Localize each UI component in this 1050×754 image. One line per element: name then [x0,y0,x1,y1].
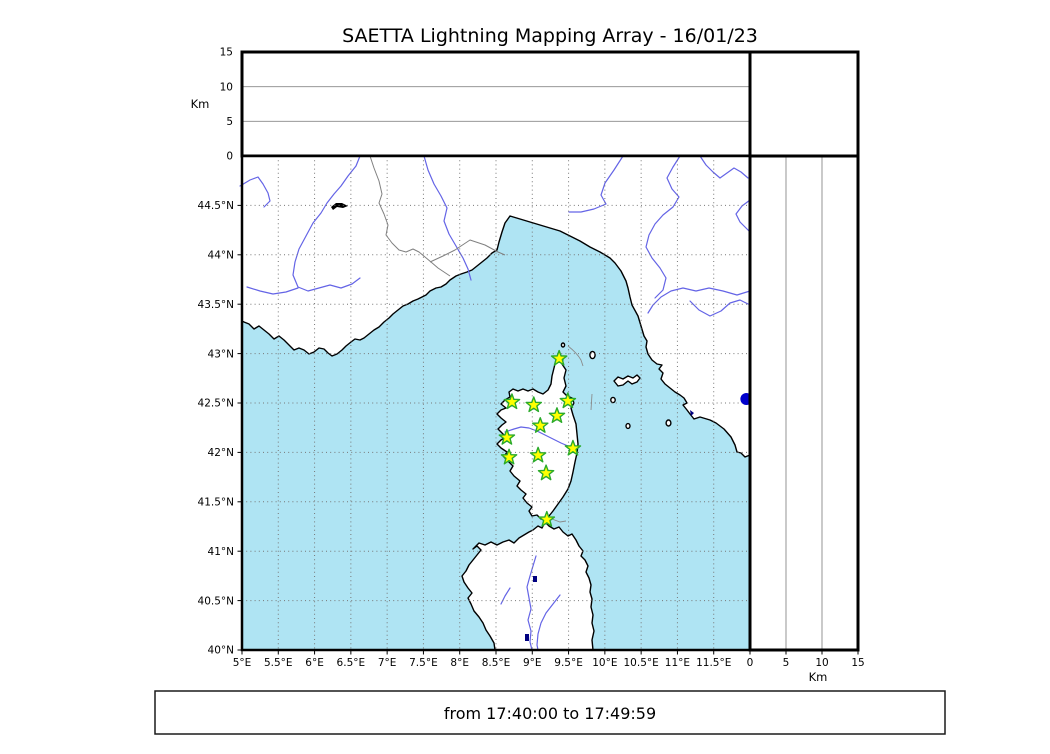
station-star-marker [564,439,582,456]
map-panel [239,154,753,652]
lat-tick-label: 40°N [208,645,234,657]
alt-tick-label: 10 [815,657,828,669]
giglio-islet [665,419,672,427]
map-gridlines [242,156,750,650]
pianosa-islet [610,396,616,404]
alt-top-gridlines [242,86,750,122]
lat-tick-label: 43.5°N [198,299,234,311]
elba-island [613,374,641,387]
lon-tick-label: 10°E [592,657,617,669]
lat-tick-label: 42°N [208,447,234,459]
station-star-marker [531,417,549,433]
station-star-marker [500,448,518,465]
time-range-box: from 17:40:00 to 17:49:59 [154,690,946,735]
capraia-island [589,350,596,360]
country-borders [369,155,506,277]
lon-tick-label: 6°E [305,657,324,669]
lat-tick-label: 41°N [208,546,234,558]
latitude-tick-labels: 40°N 40.5°N 41°N 41.5°N 42°N 42.5°N 43°N 43.5°N… [198,200,242,657]
alt-top-tick-labels: 0 5 10 15 [220,47,233,163]
alt-axis-unit-left: Km [191,97,210,111]
lat-tick-label: 43°N [208,348,234,360]
station-star-marker [498,428,516,445]
alt-tick-label: 0 [747,657,754,669]
station-star-marker [559,392,577,409]
alt-vs-lon-panel: Km 0 5 10 15 [191,47,752,163]
lon-tick-label: 8°E [450,657,469,669]
figure-title: SAETTA Lightning Mapping Array - 16/01/2… [342,25,758,47]
alt-vs-lat-panel: 0 5 10 15 Km [747,154,865,684]
lat-tick-label: 44°N [208,250,234,262]
alt-right-tick-labels: 0 5 10 15 [747,650,865,669]
station-star-marker [537,464,555,481]
alt-tick-label: 15 [851,657,864,669]
lon-tick-label: 7.5°E [409,657,438,669]
alt-right-gridlines [785,156,823,650]
giraglia-islet [560,342,566,348]
mainland-coastline [241,155,751,458]
sardinia-lake-2 [525,634,529,641]
station-star-marker [538,510,556,527]
alt-tick-label: 15 [220,47,233,59]
sardinia-coastline [461,521,595,651]
lon-tick-label: 8.5°E [482,657,511,669]
lat-tick-label: 44.5°N [198,200,234,212]
orbetello-lagoon [690,410,694,416]
alt-tick-label: 10 [220,81,233,93]
lat-tick-label: 41.5°N [198,497,234,509]
corner-panel [748,50,860,158]
lat-tick-label: 40.5°N [198,595,234,607]
alt-tick-label: 5 [783,657,790,669]
station-star-marker [550,349,568,366]
lon-tick-label: 6.5°E [337,657,366,669]
station-star-marker [503,393,521,410]
station-markers [498,349,582,527]
corsica-coastline [496,353,579,521]
longitude-tick-labels: 5°E 5.5°E 6°E 6.5°E 7°E 7.5°E 8°E 8.5°E 9°E 9.5°E… [233,650,731,669]
station-star-marker [548,407,566,424]
lon-tick-label: 11°E [665,657,690,669]
lon-tick-label: 5.5°E [264,657,293,669]
rivers [239,155,751,651]
lon-tick-label: 9°E [523,657,542,669]
sardinia-lake-1 [533,576,537,582]
lat-tick-label: 42.5°N [198,398,234,410]
station-star-marker [529,446,547,463]
lon-tick-label: 9.5°E [554,657,583,669]
lon-tick-label: 5°E [233,657,252,669]
alt-tick-label: 0 [226,151,233,163]
alt-tick-label: 5 [226,116,233,128]
montecristo-islet [625,422,631,430]
lon-tick-label: 7°E [378,657,397,669]
time-range-text: from 17:40:00 to 17:49:59 [444,704,656,723]
alt-axis-unit-bottom: Km [809,670,828,684]
station-star-marker [525,396,543,413]
lake-serre-poncon [331,203,348,210]
lon-tick-label: 11.5°E [696,657,731,669]
lon-tick-label: 10.5°E [624,657,659,669]
